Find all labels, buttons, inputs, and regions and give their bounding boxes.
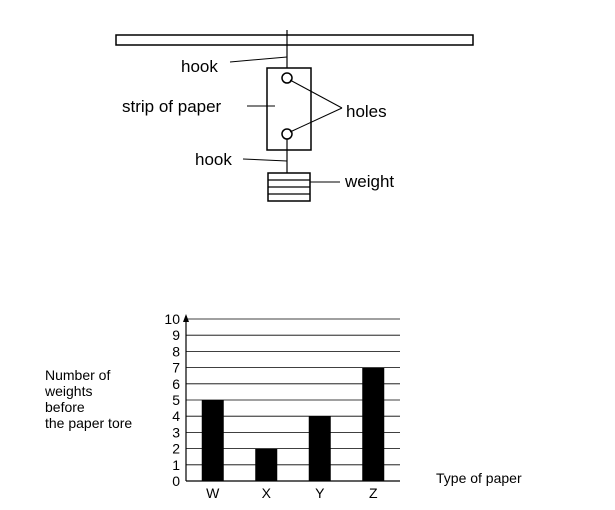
hook-top-leader: [229, 56, 288, 63]
holes-label: holes: [346, 102, 387, 121]
holes-leader-top: [289, 79, 343, 109]
y-tick-label: 0: [172, 473, 180, 489]
top-hole: [281, 72, 293, 84]
hook-bottom-leader: [242, 158, 288, 162]
y-axis-label: Number of weights before the paper tore: [44, 367, 132, 431]
apparatus-diagram: hook strip of paper holes hook weight: [115, 30, 474, 202]
y-axis-label-line: Number of: [45, 367, 110, 383]
x-tick-label: Z: [369, 485, 378, 501]
x-tick-labels: W X Y Z: [206, 485, 378, 501]
y-tick-label: 9: [172, 327, 180, 343]
y-tick-label: 10: [164, 311, 180, 327]
bar-z: [362, 367, 385, 481]
hook-bottom-label: hook: [195, 150, 232, 169]
x-axis-label: Type of paper: [436, 470, 522, 486]
bars: [201, 367, 385, 481]
bar-w: [201, 400, 224, 481]
y-axis-label-line: before: [45, 399, 85, 415]
y-tick-label: 2: [172, 441, 180, 457]
x-tick-label: X: [262, 485, 272, 501]
x-tick-label: Y: [315, 485, 325, 501]
strip-label: strip of paper: [122, 97, 222, 116]
y-tick-label: 8: [172, 343, 180, 359]
weight-stack: [267, 172, 311, 202]
y-tick-label: 7: [172, 360, 180, 376]
y-tick-label: 4: [172, 408, 180, 424]
bottom-hole: [281, 128, 293, 140]
y-axis-label-line: the paper tore: [45, 415, 132, 431]
weight-label: weight: [344, 172, 394, 191]
y-tick-label: 6: [172, 376, 180, 392]
bar-x: [255, 448, 278, 481]
hook-top-label: hook: [181, 57, 218, 76]
bar-y: [308, 416, 331, 481]
support-bar: [115, 34, 474, 46]
y-axis-arrow: [183, 314, 189, 322]
y-tick-label: 5: [172, 392, 180, 408]
holes-leader-bottom: [289, 107, 343, 133]
y-tick-label: 1: [172, 457, 180, 473]
x-tick-label: W: [206, 485, 220, 501]
y-axis-label-line: weights: [44, 383, 92, 399]
y-tick-label: 3: [172, 424, 180, 440]
